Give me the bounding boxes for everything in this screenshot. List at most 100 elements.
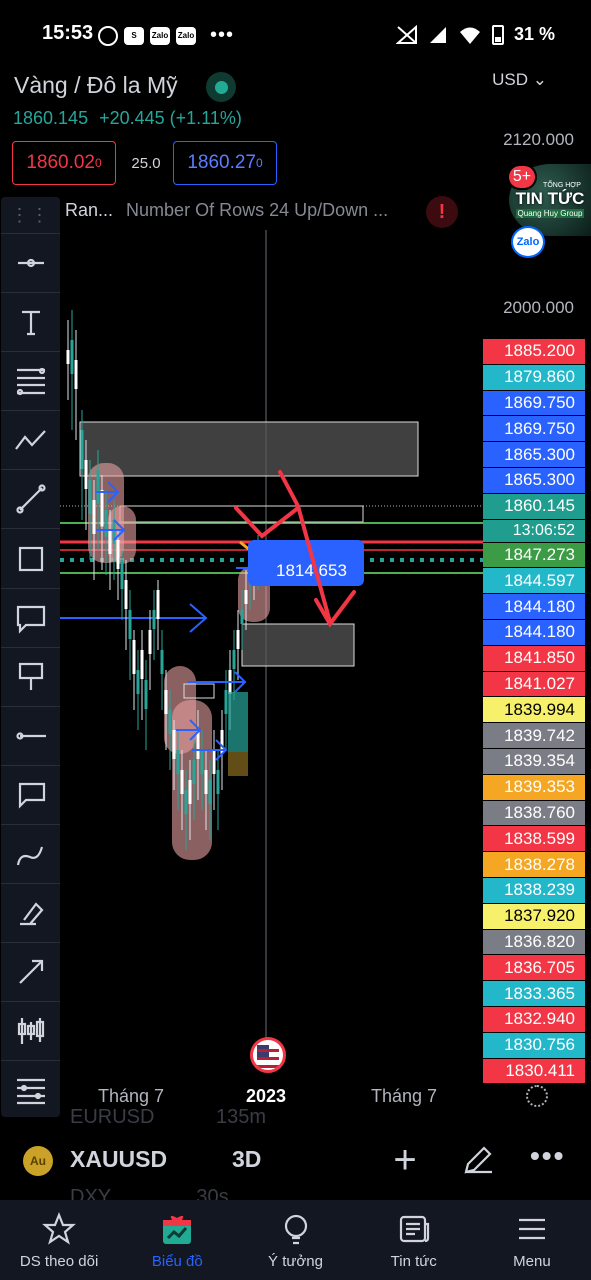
currency-selector[interactable]: USD ⌄	[492, 70, 547, 90]
price-chart[interactable]: $ 1814.653	[0, 230, 483, 1080]
supply-zone[interactable]	[79, 421, 419, 477]
candle-body	[180, 770, 184, 794]
comment-tool[interactable]	[1, 587, 60, 647]
toolbar-drag-handle[interactable]: ⋮⋮	[10, 204, 51, 225]
price-badge: 1839.742	[483, 723, 585, 749]
nav-label: Biểu đồ	[151, 1253, 203, 1270]
zalo-group-avatar: TỔNG HỢP TIN TỨC Quang Huy Group	[509, 164, 591, 236]
symbol-bar: Au XAUUSD 3D + •••	[0, 1126, 591, 1196]
status-right: 31 %	[395, 24, 555, 45]
symbol-title[interactable]: Vàng / Đô la Mỹ	[14, 72, 178, 98]
price-badge: 1833.365	[483, 981, 585, 1007]
price-badge: 1836.820	[483, 929, 585, 956]
buy-button[interactable]: 1860.27 0	[173, 141, 277, 185]
chart-settings-icon[interactable]	[526, 1085, 548, 1107]
trendline-tool[interactable]	[1, 469, 60, 528]
zalo-group-title: TIN TỨC	[515, 189, 585, 208]
highlighter-tool[interactable]	[1, 883, 60, 942]
nav-label: Ý tưởng	[268, 1253, 323, 1270]
symbol-name[interactable]: XAUUSD	[70, 1146, 168, 1172]
settings-lines-tool[interactable]	[1, 1060, 60, 1119]
interval-selector[interactable]: 3D	[232, 1146, 262, 1172]
nav-label: Tin tức	[390, 1253, 437, 1270]
warning-icon[interactable]: !	[426, 196, 458, 228]
price-badge: 1839.353	[483, 774, 585, 801]
candle-body	[132, 640, 136, 674]
shopee-icon: S	[124, 26, 144, 45]
nav-chart[interactable]: Biểu đồ	[118, 1200, 236, 1280]
candle-body	[136, 670, 140, 694]
market-open-icon[interactable]	[206, 72, 236, 102]
candle-body	[66, 350, 70, 364]
signpost-icon	[18, 662, 43, 690]
ghost-watchlist-row-1: EURUSD 135m	[70, 1106, 266, 1129]
price-badge: 1844.180	[483, 619, 585, 646]
zalo-chat-bubble[interactable]: TỔNG HỢP TIN TỨC Quang Huy Group 5+ Zalo	[507, 164, 591, 258]
candle-body	[176, 750, 180, 774]
nav-menu[interactable]: Menu	[473, 1200, 591, 1280]
axis-label-2000: 2000.000	[503, 298, 574, 317]
status-bar: 15:53 S Zalo Zalo ••• 31 %	[0, 0, 591, 70]
candle-body	[216, 770, 220, 794]
gold-coin-icon: Au	[23, 1146, 53, 1176]
buy-price: 1860.27	[187, 152, 256, 173]
zalo-logo-icon: Zalo	[511, 226, 545, 258]
pen-icon	[464, 1146, 492, 1174]
price-badge: 1847.273	[483, 542, 585, 569]
nav-news[interactable]: Tin tức	[355, 1200, 473, 1280]
candle-body	[144, 680, 148, 709]
arrow-icon	[18, 960, 43, 984]
demand-zone[interactable]	[241, 623, 355, 667]
candle-body	[116, 540, 120, 569]
price-badge-column: 1885.200 1879.860 1869.750 1869.750 1865.300…	[483, 339, 585, 1085]
axis-label-2120: 2120.000	[503, 130, 574, 149]
current-price: 1860.145	[13, 108, 89, 128]
rectangle-tool[interactable]	[1, 528, 60, 587]
horizontal-ray-icon	[15, 732, 46, 740]
fib-tool[interactable]	[1, 351, 60, 410]
sell-price-pip: 0	[95, 156, 102, 170]
candle-body	[124, 580, 128, 609]
drawing-pen-button[interactable]	[458, 1140, 498, 1180]
battery-icon	[491, 24, 504, 45]
us-flag-event-icon[interactable]	[250, 1037, 286, 1073]
callout-icon	[18, 782, 45, 809]
candles-tool[interactable]	[1, 1001, 60, 1060]
crosshair-tool[interactable]	[1, 233, 60, 292]
ghost-value: 135m	[216, 1106, 267, 1128]
highlighter-icon	[19, 902, 43, 926]
candles-icon	[17, 1018, 44, 1045]
text-tool[interactable]	[1, 292, 60, 351]
price-badge: 1838.239	[483, 877, 585, 904]
zalo-group-top: TỔNG HỢP	[543, 182, 581, 189]
callout-tool[interactable]	[1, 764, 60, 824]
status-app-icons: S Zalo Zalo •••	[98, 24, 234, 47]
candle-body	[160, 650, 164, 674]
horizontal-ray-tool[interactable]	[1, 705, 60, 765]
indicator-legend[interactable]: Ran... Number Of Rows 24 Up/Down ...	[65, 200, 388, 221]
price-badge: 1830.411	[483, 1058, 585, 1085]
price-badge: 1879.860	[483, 364, 585, 391]
price-badge: 1830.756	[483, 1032, 585, 1059]
brush-tool[interactable]	[1, 823, 60, 883]
blue-ray-arrow-icon	[189, 603, 208, 633]
sell-button[interactable]: 1860.02 0	[12, 141, 116, 185]
sell-price: 1860.02	[26, 152, 95, 173]
candle-body	[184, 790, 188, 814]
buy-price-pip: 0	[256, 156, 263, 170]
candle-body	[212, 750, 216, 774]
position-label-bg[interactable]	[248, 540, 364, 586]
spread-value: 25.0	[131, 154, 161, 172]
signpost-tool[interactable]	[1, 646, 60, 706]
candle-body	[200, 750, 204, 774]
more-options-button[interactable]: •••	[530, 1140, 566, 1171]
arrow-tool[interactable]	[1, 942, 60, 1001]
nav-ideas[interactable]: Ý tưởng	[236, 1200, 354, 1280]
pattern-tool[interactable]	[1, 410, 60, 469]
candle-body	[96, 470, 100, 504]
candle-body	[152, 610, 156, 629]
add-indicator-button[interactable]: +	[393, 1138, 417, 1182]
indicator-params: Number Of Rows 24 Up/Down ...	[126, 200, 389, 220]
nav-watchlist[interactable]: DS theo dõi	[0, 1200, 118, 1280]
candle-body	[232, 650, 236, 669]
